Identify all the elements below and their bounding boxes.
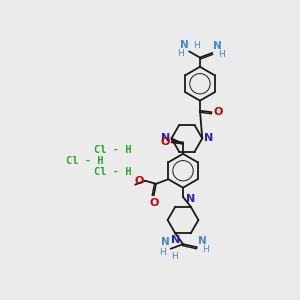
Text: O: O: [149, 198, 158, 208]
Text: H: H: [202, 245, 209, 254]
Text: Cl - H: Cl - H: [94, 167, 132, 176]
Text: N: N: [161, 134, 170, 143]
Text: Cl - H: Cl - H: [66, 156, 103, 166]
Text: H: H: [171, 252, 178, 261]
Text: Cl - H: Cl - H: [94, 145, 132, 155]
Text: N: N: [213, 41, 222, 51]
Text: N: N: [180, 40, 188, 50]
Text: N: N: [204, 134, 213, 143]
Text: N: N: [186, 194, 195, 204]
Text: N: N: [161, 237, 170, 247]
Text: H: H: [218, 50, 224, 59]
Text: H: H: [177, 49, 184, 58]
Text: O: O: [134, 176, 144, 186]
Text: N: N: [171, 235, 180, 245]
Text: O: O: [160, 137, 170, 147]
Text: O: O: [213, 107, 222, 117]
Text: H: H: [159, 248, 166, 257]
Text: N: N: [198, 236, 206, 246]
Text: H: H: [193, 41, 200, 50]
